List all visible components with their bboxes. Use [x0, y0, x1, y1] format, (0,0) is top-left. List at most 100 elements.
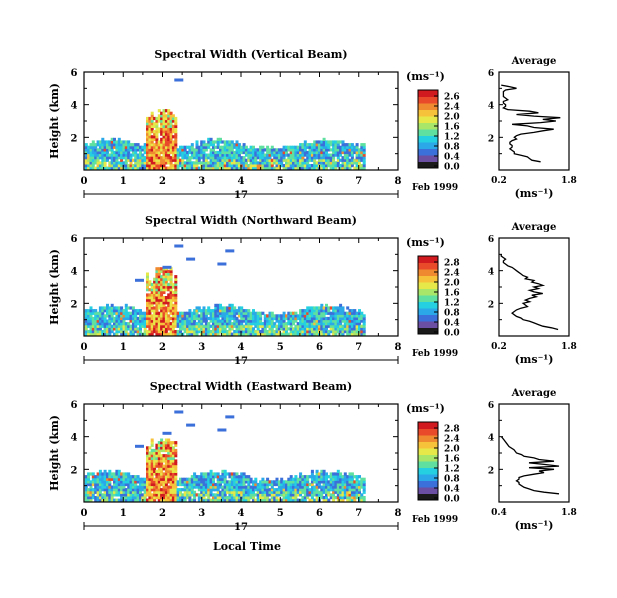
heatmap-cell [226, 324, 230, 328]
heatmap-cell [146, 285, 149, 289]
heatmap-cell [146, 277, 149, 281]
heatmap-cell [294, 148, 298, 152]
heatmap-cell [266, 314, 270, 318]
heatmap-cell [167, 446, 171, 450]
heatmap-cell [136, 330, 140, 334]
heatmap-cell [143, 332, 147, 336]
heatmap-cell [108, 327, 112, 331]
heatmap-cell [164, 122, 168, 126]
heatmap-cell [317, 148, 321, 152]
heatmap-cell [209, 314, 213, 318]
colorbar-swatch [418, 422, 438, 429]
x-tick-label: 5 [277, 342, 284, 353]
heatmap-cell [193, 332, 197, 336]
heatmap-cell [117, 488, 121, 492]
heatmap-cell [174, 282, 178, 287]
heatmap-cell [164, 127, 168, 131]
heatmap-cell [171, 156, 175, 160]
heatmap-cell [341, 332, 345, 336]
heatmap-cell [148, 451, 152, 455]
heatmap-cell [120, 153, 124, 157]
heatmap-cell [207, 480, 211, 484]
heatmap-cell [346, 327, 350, 331]
heatmap-cell [146, 459, 149, 463]
heatmap-cell [134, 322, 138, 326]
heatmap-cell [214, 322, 218, 326]
heatmap-cell [98, 166, 102, 170]
heatmap-cell [162, 472, 166, 476]
heatmap-cell [103, 153, 107, 157]
heatmap-cell [313, 490, 317, 494]
heatmap-cell [164, 467, 168, 471]
heatmap-cell [179, 324, 182, 328]
heatmap-cell [332, 311, 336, 315]
heatmap-cell [228, 485, 232, 489]
heatmap-cell [341, 319, 345, 323]
heatmap-cell [237, 148, 241, 152]
heatmap-cell [148, 293, 152, 297]
heatmap-cell [110, 330, 114, 334]
heatmap-cell [150, 127, 154, 131]
heatmap-cell [148, 472, 152, 476]
heatmap-cell [360, 477, 364, 481]
heatmap-cell [164, 472, 168, 476]
heatmap-cell [167, 485, 171, 489]
heatmap-cell [313, 488, 317, 492]
heatmap-cell [164, 314, 168, 318]
heatmap-cell [148, 469, 152, 473]
heatmap-cell [146, 140, 149, 144]
heatmap-cell [167, 309, 171, 313]
heatmap-cell [216, 137, 220, 141]
heatmap-cell [275, 488, 279, 492]
heatmap-cell [226, 314, 230, 318]
heatmap-cell [212, 485, 215, 489]
heatmap-cell [275, 164, 279, 168]
heatmap-cell [155, 496, 159, 500]
heatmap-cell [339, 477, 343, 481]
heatmap-cell [259, 480, 263, 484]
heatmap-cell [348, 148, 352, 152]
heatmap-cell [108, 319, 112, 323]
heatmap-cell [103, 482, 107, 487]
heatmap-cell [294, 156, 298, 160]
heatmap-cell [219, 311, 222, 315]
heatmap-cell [169, 140, 173, 144]
heatmap-cell [301, 156, 305, 160]
heatmap-cell [282, 145, 286, 149]
heatmap-cell [308, 314, 312, 318]
heatmap-cell [273, 330, 277, 334]
heatmap-cell [87, 472, 91, 476]
heatmap-cell [301, 145, 305, 149]
heatmap-cell [101, 477, 105, 481]
heatmap-cell [139, 485, 142, 489]
heatmap-cell [275, 314, 279, 318]
heatmap-cell [139, 480, 142, 484]
heatmap-cell [303, 488, 307, 492]
heatmap-cell [120, 330, 124, 334]
heatmap-cell [146, 137, 149, 141]
heatmap-cell [148, 319, 152, 323]
heatmap-cell [320, 153, 324, 157]
heatmap-cell [343, 314, 347, 318]
heatmap-cell [174, 475, 178, 479]
heatmap-cell [127, 496, 131, 500]
heatmap-cell [348, 311, 352, 315]
x-tick-label: 3 [198, 342, 205, 353]
heatmap-cell [110, 316, 114, 321]
heatmap-cell [204, 314, 208, 318]
heatmap-cell [244, 319, 248, 323]
heatmap-cell [103, 156, 107, 160]
heatmap-cell [254, 485, 258, 489]
heatmap-cell [124, 498, 128, 502]
heatmap-cell [155, 314, 159, 318]
heatmap-cell [358, 319, 361, 323]
heatmap-cell [146, 301, 149, 305]
heatmap-cell [146, 298, 149, 302]
heatmap-cell [202, 332, 206, 336]
heatmap-cell [315, 472, 319, 476]
heatmap-cell [89, 330, 93, 334]
heatmap-cell [336, 164, 340, 168]
heatmap-cell [317, 153, 321, 157]
heatmap-cell [174, 459, 178, 463]
